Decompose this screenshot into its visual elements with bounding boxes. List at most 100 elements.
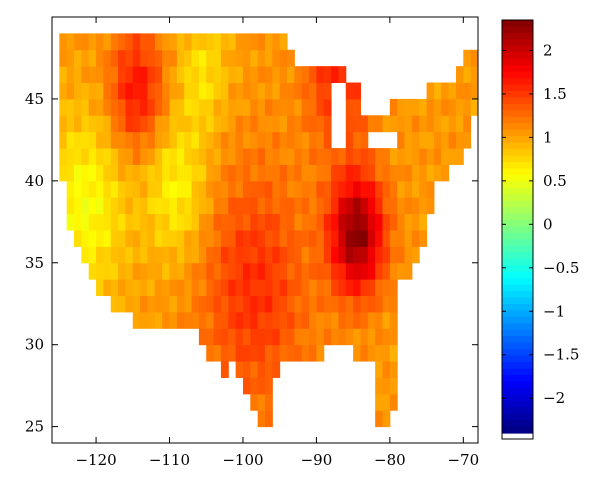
heatmap-cell	[228, 131, 237, 149]
heatmap-cell	[404, 98, 413, 116]
heatmap-cell	[360, 279, 369, 297]
heatmap-cell	[455, 115, 464, 133]
heatmap-cell	[147, 115, 156, 133]
heatmap-cell	[389, 344, 398, 362]
heatmap-cell	[470, 82, 479, 100]
heatmap-cell	[455, 148, 464, 165]
heatmap-cell	[265, 393, 273, 411]
colorbar-swatch	[502, 187, 533, 195]
heatmap-cell	[81, 148, 90, 165]
heatmap-cell	[345, 328, 354, 346]
heatmap-cell	[198, 180, 207, 198]
heatmap-cell	[81, 164, 90, 182]
heatmap-cell	[411, 131, 420, 149]
heatmap-cell	[88, 213, 97, 231]
heatmap-cell	[419, 148, 428, 165]
heatmap-cell	[184, 66, 193, 84]
heatmap-cell	[176, 33, 185, 51]
heatmap-cell	[74, 197, 82, 215]
heatmap-cell	[397, 197, 406, 215]
heatmap-cell	[375, 164, 384, 182]
colorbar-swatch	[502, 58, 533, 66]
colorbar-swatch	[502, 45, 533, 53]
heatmap-cell	[353, 82, 361, 100]
heatmap-cell	[375, 279, 384, 297]
heatmap-cell	[433, 82, 442, 100]
heatmap-cell	[228, 82, 237, 100]
heatmap-cell	[463, 115, 472, 133]
heatmap-cell	[176, 148, 185, 165]
heatmap-cell	[96, 164, 104, 182]
heatmap-cell	[353, 197, 361, 215]
heatmap-cell	[235, 66, 244, 84]
heatmap-cell	[140, 230, 148, 247]
heatmap-cell	[81, 98, 90, 116]
colorbar-tick-label: −0.5	[543, 259, 579, 277]
heatmap-cell	[389, 262, 398, 280]
heatmap-cell	[345, 148, 354, 165]
heatmap-cell	[154, 164, 163, 182]
heatmap-cell	[140, 115, 148, 133]
heatmap-cell	[375, 410, 384, 428]
heatmap-cell	[176, 49, 185, 67]
x-tick-label: −100	[222, 451, 263, 469]
heatmap-cell	[316, 148, 325, 165]
heatmap-cell	[279, 148, 288, 165]
heatmap-cell	[265, 246, 273, 264]
heatmap-cell	[360, 197, 369, 215]
heatmap-cell	[257, 98, 266, 116]
heatmap-cell	[470, 49, 479, 67]
colorbar-swatch	[502, 142, 533, 150]
heatmap-cell	[140, 197, 148, 215]
heatmap-cell	[81, 82, 90, 100]
colorbar-swatch	[502, 265, 533, 273]
heatmap-cell	[66, 33, 75, 51]
heatmap-cell	[448, 148, 457, 165]
heatmap-cell	[257, 311, 266, 329]
heatmap-cell	[345, 311, 354, 329]
heatmap-cell	[198, 131, 207, 149]
heatmap-cell	[154, 115, 163, 133]
heatmap-cell	[257, 393, 266, 411]
heatmap-cell	[389, 180, 398, 198]
heatmap-cell	[176, 115, 185, 133]
heatmap-cell	[125, 115, 134, 133]
heatmap-cell	[382, 230, 391, 247]
heatmap-cell	[257, 180, 266, 198]
heatmap-cell	[301, 279, 310, 297]
heatmap-cell	[125, 164, 134, 182]
heatmap-cell	[338, 230, 347, 247]
heatmap-cell	[382, 295, 391, 313]
heatmap-cell	[162, 180, 171, 198]
heatmap-cell	[455, 66, 464, 84]
colorbar-swatch	[502, 110, 533, 118]
heatmap-cell	[353, 164, 361, 182]
heatmap-cell	[235, 213, 244, 231]
colorbar-swatch	[502, 168, 533, 176]
heatmap-cell	[118, 279, 126, 297]
heatmap-cell	[176, 98, 185, 116]
heatmap-cell	[66, 98, 75, 116]
heatmap-cell	[147, 246, 156, 264]
heatmap-cell	[411, 213, 420, 231]
heatmap-cell	[184, 197, 193, 215]
heatmap-cell	[184, 148, 193, 165]
heatmap-cell	[169, 148, 178, 165]
heatmap-cell	[272, 115, 281, 133]
heatmap-cell	[360, 311, 369, 329]
heatmap-cell	[140, 148, 148, 165]
heatmap-cell	[301, 344, 310, 362]
heatmap-cell	[367, 262, 376, 280]
heatmap-cell	[191, 279, 200, 297]
heatmap-cell	[110, 197, 119, 215]
heatmap-cell	[338, 164, 347, 182]
heatmap-cell	[242, 66, 251, 84]
heatmap-cell	[316, 311, 325, 329]
heatmap-cell	[397, 131, 406, 149]
heatmap-cell	[389, 230, 398, 247]
colorbar-swatch	[502, 90, 533, 99]
heatmap-cell	[88, 230, 97, 247]
heatmap-cell	[345, 230, 354, 247]
heatmap-cell	[441, 115, 450, 133]
heatmap-cell	[191, 180, 200, 198]
